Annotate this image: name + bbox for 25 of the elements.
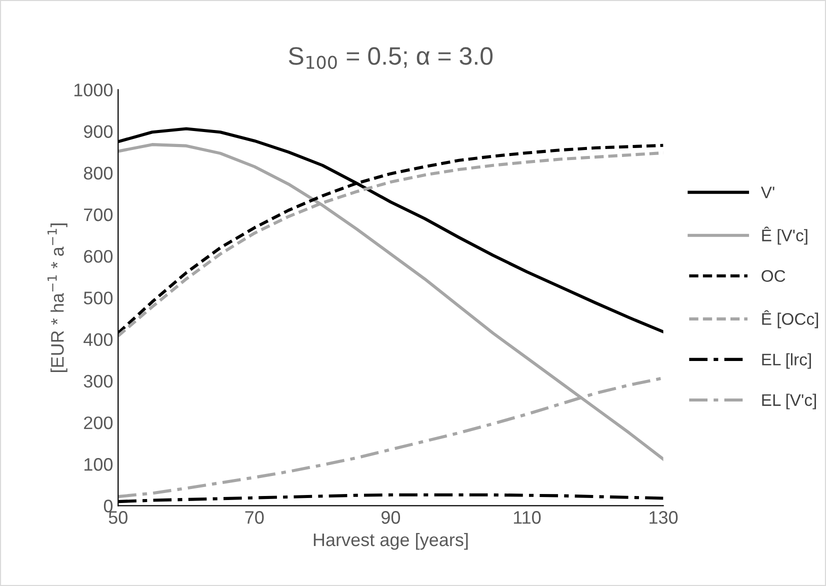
y-tick-label: 100 — [84, 458, 113, 471]
y-tick-label: 1000 — [74, 84, 113, 96]
legend-label: EL [lrc] — [762, 353, 811, 369]
y-tick-label: 900 — [84, 125, 113, 138]
x-axis-title: Harvest age [years] — [314, 532, 468, 550]
y-tick-label: 0 — [104, 500, 113, 512]
legend-label: Ê [V'c] — [762, 226, 808, 245]
legend-label: OC — [762, 270, 786, 282]
y-tick-label: 300 — [84, 374, 113, 388]
y-tick-label: 600 — [84, 250, 113, 263]
chart-title: S$_{100}$ = 0.5; α = 3.0 — [288, 47, 493, 69]
y-tick-label: 700 — [84, 208, 113, 222]
x-tick-label: 110 — [514, 511, 541, 524]
legend-label: V' — [760, 186, 774, 198]
x-tick-label: 70 — [245, 511, 264, 524]
y-axis-title: [EUR * ha$^{−1}$ * a$^{−1}$] — [47, 224, 68, 372]
x-tick-label: 130 — [650, 511, 678, 524]
y-tick-label: 500 — [84, 292, 113, 304]
x-tick-label: 90 — [382, 511, 400, 524]
legend-label: Ê [OCc] — [762, 310, 818, 328]
x-tick-label: 50 — [108, 511, 128, 524]
y-tick-label: 800 — [84, 166, 113, 180]
legend-label: EL [V'c] — [762, 394, 816, 410]
y-tick-label: 200 — [84, 416, 113, 430]
y-tick-label: 400 — [84, 333, 113, 346]
